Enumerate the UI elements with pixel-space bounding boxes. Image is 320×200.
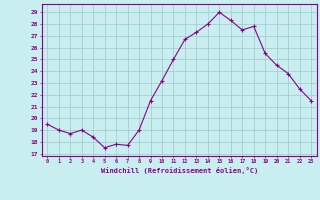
- X-axis label: Windchill (Refroidissement éolien,°C): Windchill (Refroidissement éolien,°C): [100, 167, 258, 174]
